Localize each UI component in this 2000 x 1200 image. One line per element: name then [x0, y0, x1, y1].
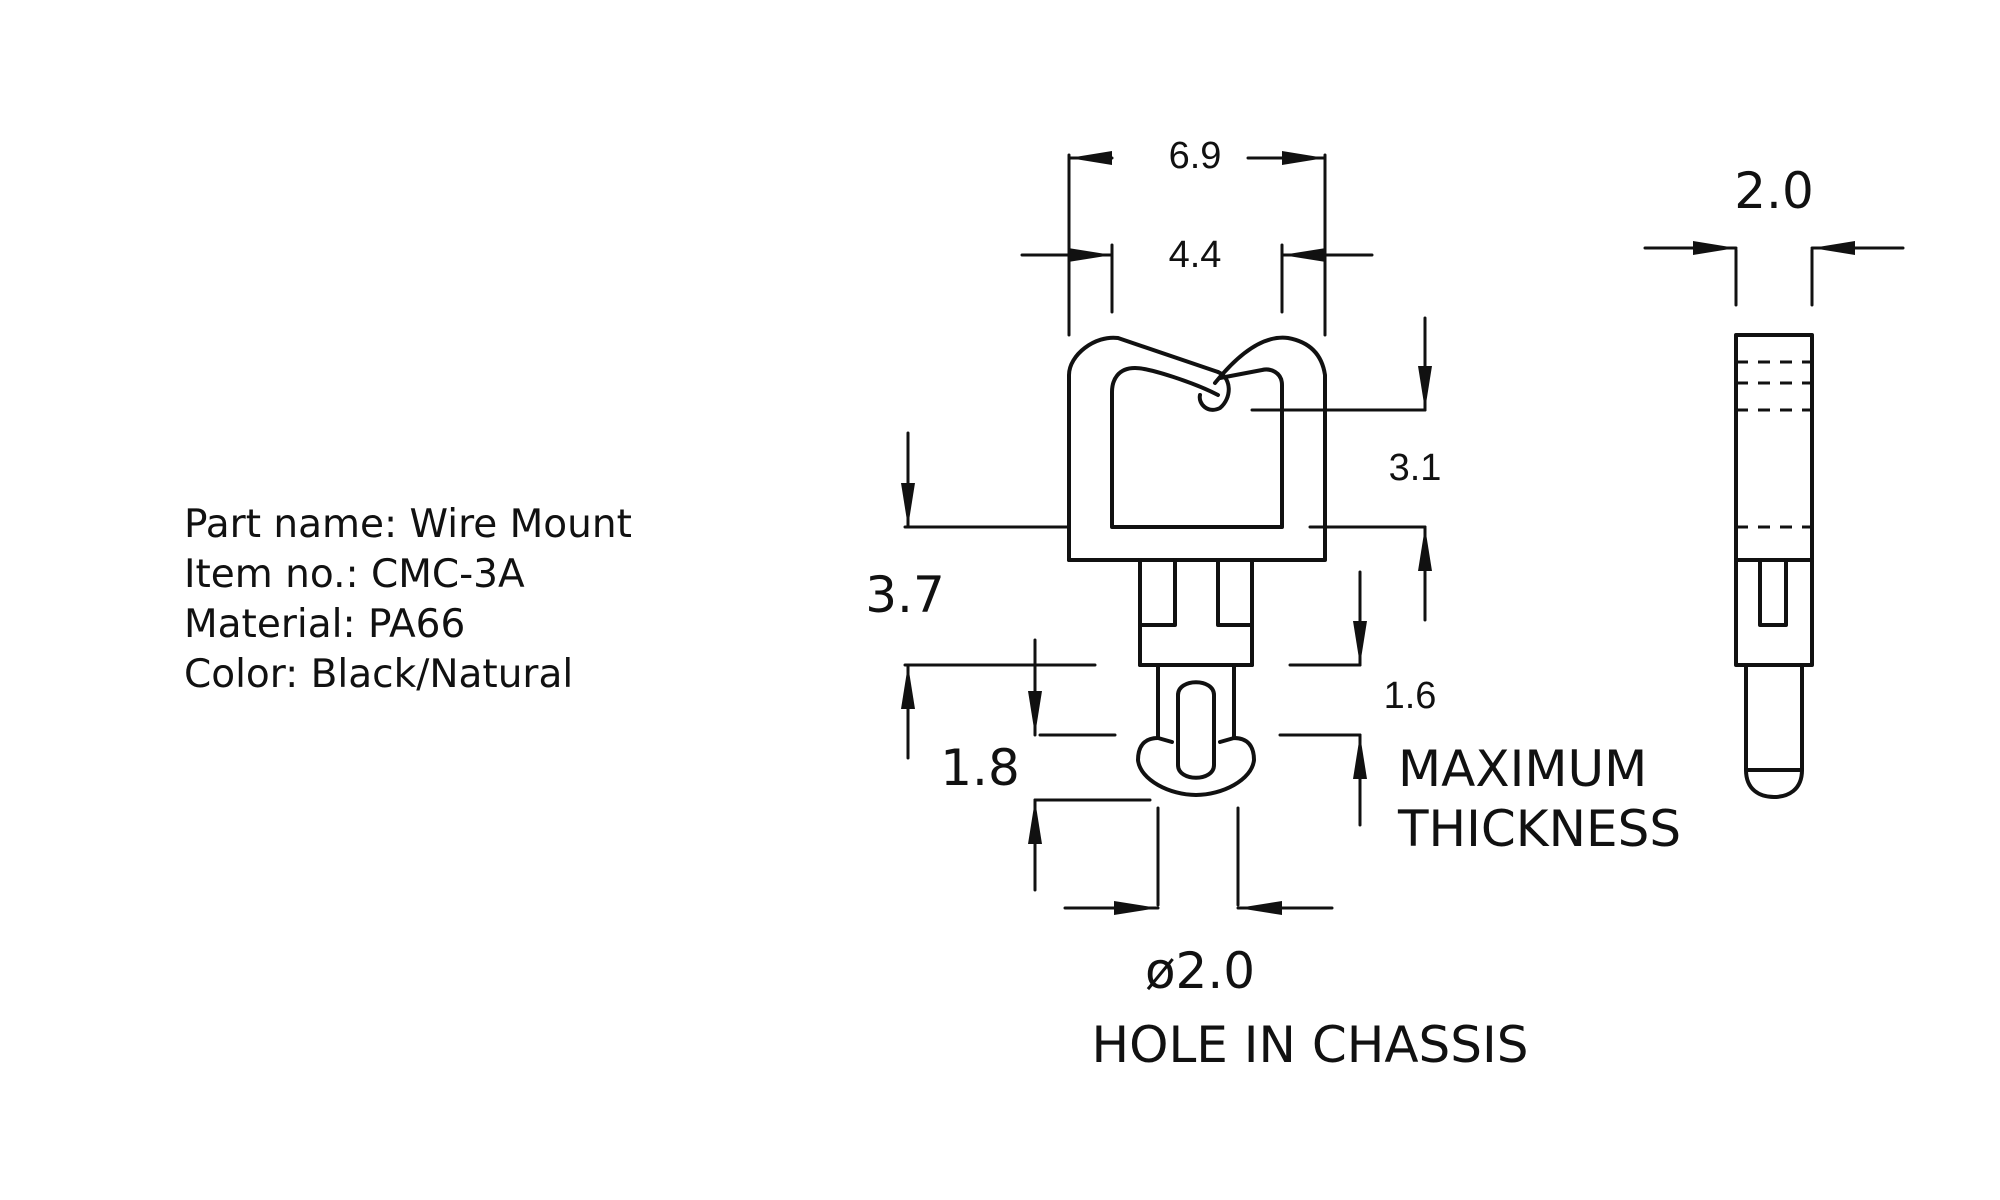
dim-clip-height: 3.1 [1389, 447, 1442, 489]
dim-hole-diameter: ø2.0 [1145, 942, 1255, 1000]
arrow-31-top [1418, 366, 1432, 410]
clip-right-outer [1067, 335, 1327, 562]
arrow-hole-right [1238, 901, 1282, 915]
dim-leg-height: 1.8 [940, 739, 1020, 797]
side-peg [1744, 663, 1804, 799]
item-number-text: Item no.: CMC-3A [184, 552, 525, 597]
part-name-text: Part name: Wire Mount [184, 502, 632, 547]
arrow-16-top [1353, 621, 1367, 665]
part-info-block: Part name: Wire Mount Item no.: CMC-3A M… [184, 500, 632, 700]
neck-left-leg [1138, 558, 1177, 667]
front-view [1067, 335, 1327, 797]
dim-side-thickness: 2.0 [1734, 162, 1814, 220]
side-view [1734, 333, 1814, 799]
arrow-44-left [1068, 248, 1112, 262]
arrow-69-left [1069, 151, 1112, 165]
dim-max-thickness: 1.6 [1384, 675, 1437, 717]
arrow-31-bottom [1418, 527, 1432, 571]
arrow-44-right [1282, 248, 1326, 262]
peg-slot-inner [1156, 736, 1174, 744]
neck-base [1138, 663, 1254, 740]
note-thickness: THICKNESS [1397, 800, 1681, 858]
side-body [1734, 333, 1814, 667]
arrow-18-bottom [1028, 800, 1042, 844]
peg-slot [1176, 680, 1216, 780]
peg-head [1136, 736, 1256, 797]
arrow-hole-left [1114, 901, 1158, 915]
side-neck-legs [1758, 558, 1788, 627]
arrow-37-top [901, 483, 915, 527]
dim-total-height: 3.7 [865, 566, 945, 624]
arrow-69-right [1282, 151, 1325, 165]
dim-opening-width: 4.4 [1169, 234, 1222, 276]
note-hole-in-chassis: HOLE IN CHASSIS [1091, 1016, 1528, 1074]
material-text: Material: PA66 [184, 602, 466, 647]
neck-right-leg [1216, 558, 1254, 667]
arrow-18-top [1028, 691, 1042, 735]
clip-outer-outline [1067, 335, 1284, 562]
clip-left-arm-tip [1197, 370, 1231, 412]
dim-overall-width: 6.9 [1169, 135, 1222, 177]
color-text: Color: Black/Natural [184, 652, 574, 697]
arrow-37-bottom [901, 665, 915, 709]
note-maximum: MAXIMUM [1398, 740, 1647, 798]
arrow-20-left [1693, 241, 1736, 255]
arrow-20-right [1812, 241, 1855, 255]
arrow-16-bottom [1353, 735, 1367, 779]
dimension-lines [901, 151, 1905, 915]
